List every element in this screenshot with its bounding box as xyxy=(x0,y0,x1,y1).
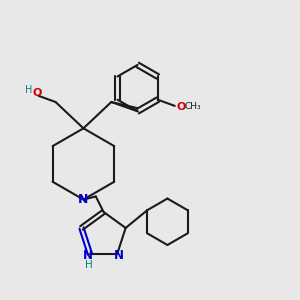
Text: H: H xyxy=(85,260,93,270)
Text: H: H xyxy=(25,85,32,95)
Text: N: N xyxy=(114,249,124,262)
Text: N: N xyxy=(83,249,93,262)
Text: CH₃: CH₃ xyxy=(185,102,201,111)
Text: O: O xyxy=(177,102,186,112)
Text: O: O xyxy=(32,88,42,98)
Text: N: N xyxy=(78,193,88,206)
